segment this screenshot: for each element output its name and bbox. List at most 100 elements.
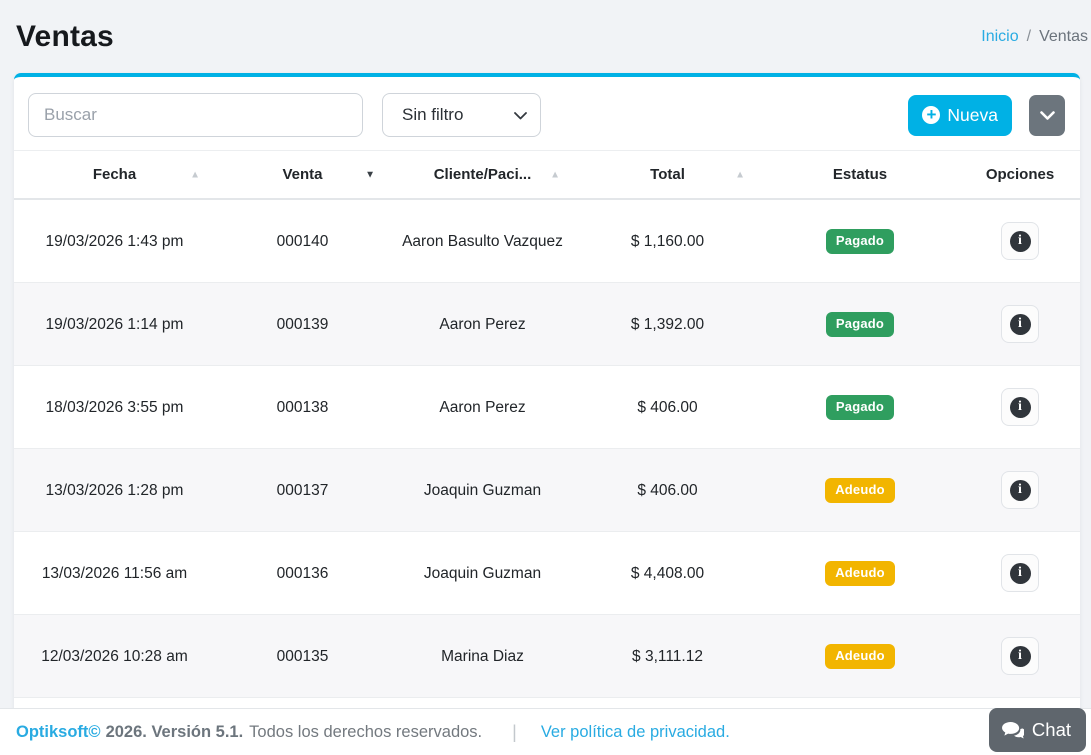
info-icon: i (1009, 313, 1031, 335)
status-badge: Adeudo (825, 478, 895, 503)
breadcrumb: Inicio / Ventas (981, 28, 1089, 46)
footer-version: 2026. Versión 5.1. (105, 722, 244, 741)
cell-estatus: Adeudo (760, 614, 960, 698)
sales-card: Sin filtro + Nueva Fecha ▲ Vent (14, 73, 1080, 755)
status-badge: Pagado (825, 229, 895, 254)
table-row: 18/03/2026 3:55 pm 000138 Aaron Perez $ … (14, 365, 1080, 449)
info-button[interactable]: i (1001, 637, 1039, 675)
cell-venta: 000139 (215, 282, 390, 366)
page-header: Ventas Inicio / Ventas (0, 0, 1091, 60)
breadcrumb-separator: / (1026, 27, 1032, 45)
chevron-down-icon (514, 105, 527, 125)
table-row: 19/03/2026 1:14 pm 000139 Aaron Perez $ … (14, 282, 1080, 366)
cell-fecha: 13/03/2026 11:56 am (14, 531, 215, 615)
more-actions-button[interactable] (1029, 94, 1065, 136)
toolbar: Sin filtro + Nueva (14, 77, 1080, 150)
info-button[interactable]: i (1001, 305, 1039, 343)
sort-icon: ▼ (365, 169, 375, 180)
cell-fecha: 19/03/2026 1:43 pm (14, 199, 215, 283)
cell-venta: 000136 (215, 531, 390, 615)
column-header[interactable]: Total ▲ (575, 150, 760, 200)
cell-fecha: 19/03/2026 1:14 pm (14, 282, 215, 366)
cell-fecha: 12/03/2026 10:28 am (14, 614, 215, 698)
chat-bubbles-icon (1001, 721, 1024, 740)
cell-estatus: Pagado (760, 199, 960, 283)
new-sale-button-label: Nueva (947, 104, 998, 125)
column-header[interactable]: Venta ▼ (215, 150, 390, 200)
cell-opciones: i (960, 282, 1080, 366)
cell-fecha: 18/03/2026 3:55 pm (14, 365, 215, 449)
page-title: Ventas (16, 19, 114, 53)
column-header-label: Estatus (832, 166, 888, 183)
cell-fecha: 13/03/2026 1:28 pm (14, 448, 215, 532)
cell-total: $ 3,111.12 (575, 614, 760, 698)
breadcrumb-current: Ventas (1039, 27, 1088, 45)
privacy-policy-link[interactable]: Ver política de privacidad. (540, 722, 730, 741)
footer-brand: Optiksoft© (16, 722, 101, 741)
plus-circle-icon: + (922, 106, 941, 124)
cell-opciones: i (960, 531, 1080, 615)
cell-estatus: Adeudo (760, 448, 960, 532)
status-badge: Pagado (825, 312, 895, 337)
cell-total: $ 4,408.00 (575, 531, 760, 615)
cell-total: $ 406.00 (575, 365, 760, 449)
column-header-label: Fecha (92, 166, 137, 183)
cell-cliente: Aaron Basulto Vazquez (390, 199, 575, 283)
cell-cliente: Aaron Perez (390, 282, 575, 366)
chat-button-label: Chat (1031, 719, 1071, 740)
info-icon: i (1009, 479, 1031, 501)
status-badge: Pagado (825, 395, 895, 420)
cell-opciones: i (960, 448, 1080, 532)
search-input[interactable] (28, 93, 363, 137)
info-icon: i (1009, 562, 1031, 584)
info-icon: i (1009, 230, 1031, 252)
cell-cliente: Aaron Perez (390, 365, 575, 449)
info-button[interactable]: i (1001, 471, 1039, 509)
cell-total: $ 406.00 (575, 448, 760, 532)
new-sale-button[interactable]: + Nueva (908, 94, 1012, 136)
cell-opciones: i (960, 365, 1080, 449)
cell-cliente: Joaquin Guzman (390, 531, 575, 615)
sort-icon: ▲ (735, 169, 745, 180)
status-badge: Adeudo (825, 644, 895, 669)
table-row: 19/03/2026 1:43 pm 000140 Aaron Basulto … (14, 199, 1080, 283)
column-header-label: Cliente/Paci... (433, 166, 532, 183)
footer-separator: | (512, 721, 517, 742)
toolbar-actions: + Nueva (908, 94, 1066, 136)
sales-table-body: 19/03/2026 1:43 pm 000140 Aaron Basulto … (14, 199, 1080, 755)
table-header-row: Fecha ▲ Venta ▼ Cliente/Paci... ▲ Total … (14, 150, 1080, 200)
cell-opciones: i (960, 614, 1080, 698)
status-badge: Adeudo (825, 561, 895, 586)
column-header[interactable]: Estatus (760, 150, 960, 200)
column-header-label: Opciones (985, 166, 1055, 183)
table-row: 13/03/2026 1:28 pm 000137 Joaquin Guzman… (14, 448, 1080, 532)
footer: Optiksoft© 2026. Versión 5.1. Todos los … (0, 708, 1091, 755)
info-button[interactable]: i (1001, 222, 1039, 260)
column-header[interactable]: Opciones (960, 150, 1080, 200)
chevron-down-icon (1039, 108, 1055, 123)
sort-icon: ▲ (550, 169, 560, 180)
column-header[interactable]: Cliente/Paci... ▲ (390, 150, 575, 200)
table-row: 12/03/2026 10:28 am 000135 Marina Diaz $… (14, 614, 1080, 698)
sort-icon: ▲ (190, 169, 200, 180)
cell-venta: 000138 (215, 365, 390, 449)
cell-opciones: i (960, 199, 1080, 283)
cell-venta: 000140 (215, 199, 390, 283)
cell-venta: 000137 (215, 448, 390, 532)
cell-cliente: Marina Diaz (390, 614, 575, 698)
cell-estatus: Pagado (760, 365, 960, 449)
info-button[interactable]: i (1001, 388, 1039, 426)
filter-selected-value: Sin filtro (402, 105, 464, 124)
chat-button[interactable]: Chat (988, 708, 1086, 752)
filter-select[interactable]: Sin filtro (382, 93, 541, 137)
info-icon: i (1009, 645, 1031, 667)
column-header-label: Total (650, 166, 685, 183)
footer-rights: Todos los derechos reservados. (249, 722, 483, 741)
column-header-label: Venta (282, 166, 323, 183)
breadcrumb-home-link[interactable]: Inicio (981, 27, 1019, 45)
cell-venta: 000135 (215, 614, 390, 698)
info-button[interactable]: i (1001, 554, 1039, 592)
column-header[interactable]: Fecha ▲ (14, 150, 215, 200)
cell-estatus: Adeudo (760, 531, 960, 615)
cell-estatus: Pagado (760, 282, 960, 366)
